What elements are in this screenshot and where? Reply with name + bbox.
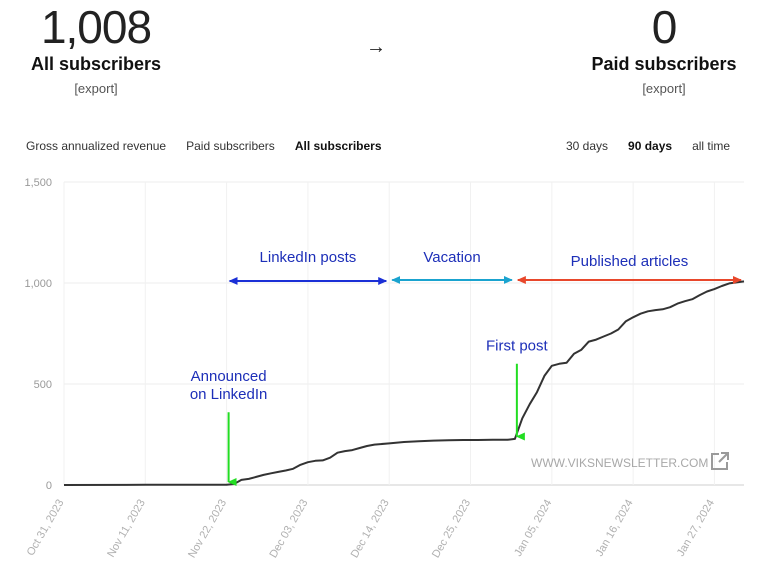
external-link-icon[interactable] — [711, 452, 729, 470]
tab-90-days[interactable]: 90 days — [628, 139, 673, 153]
subscribers-chart: 0 500 1,000 1,500 Oct 31, 2023 Nov 11, 2023 N… — [24, 177, 745, 561]
y-tick-label: 1,500 — [24, 177, 52, 189]
series-line-all-subscribers — [63, 280, 745, 486]
x-tick-label: Dec 14, 2023 — [349, 498, 392, 561]
range-label: Published articles — [571, 253, 689, 270]
tab-all-subscribers[interactable]: All subscribers — [294, 139, 382, 153]
y-axis: 0 500 1,000 1,500 — [24, 177, 52, 492]
callout-label: First post — [486, 338, 549, 355]
all-subscribers-count: 1,008 — [40, 1, 152, 53]
x-tick-label: Dec 25, 2023 — [430, 498, 473, 561]
x-tick-label: Jan 27, 2024 — [675, 498, 717, 559]
metric-tabs: Gross annualized revenue Paid subscriber… — [26, 139, 402, 153]
range-tabs: 30 days 90 days all time — [566, 139, 730, 153]
x-axis: Oct 31, 2023 Nov 11, 2023 Nov 22, 2023 Dec … — [25, 498, 717, 561]
export-paid-link[interactable]: [export] — [642, 81, 686, 96]
paid-subscribers-stat: 0 Paid subscribers [export] — [585, 4, 743, 96]
paid-subscribers-count: 0 — [651, 1, 678, 53]
tab-gross-annualized-revenue[interactable]: Gross annualized revenue — [26, 139, 167, 153]
chart-grid — [63, 181, 744, 486]
paid-subscribers-label: Paid subscribers — [591, 54, 737, 74]
arrow-right-icon: → — [366, 36, 386, 58]
callout-label: on LinkedIn — [190, 386, 268, 403]
all-subscribers-stat: 1,008 All subscribers [export] — [20, 4, 172, 96]
x-tick-label: Nov 11, 2023 — [105, 498, 148, 560]
range-label: LinkedIn posts — [260, 249, 357, 266]
y-tick-label: 0 — [46, 480, 52, 492]
watermark: WWW.VIKSNEWSLETTER.COM — [531, 452, 729, 470]
x-tick-label: Jan 16, 2024 — [594, 498, 636, 559]
export-all-link[interactable]: [export] — [74, 81, 118, 96]
range-label: Vacation — [423, 249, 480, 266]
y-tick-label: 500 — [34, 379, 52, 391]
x-tick-label: Jan 05, 2024 — [512, 498, 554, 559]
watermark-text: WWW.VIKSNEWSLETTER.COM — [531, 456, 708, 470]
tab-30-days[interactable]: 30 days — [566, 139, 609, 153]
x-tick-label: Nov 22, 2023 — [186, 498, 229, 561]
callout-label: Announced — [191, 368, 267, 385]
tab-all-time[interactable]: all time — [692, 139, 731, 153]
y-tick-label: 1,000 — [24, 278, 52, 290]
x-tick-label: Oct 31, 2023 — [25, 498, 67, 559]
all-subscribers-label: All subscribers — [30, 54, 162, 74]
chart-annotations: LinkedIn posts Vacation Published articles… — [190, 249, 742, 486]
tab-paid-subscribers[interactable]: Paid subscribers — [186, 139, 275, 153]
x-tick-label: Dec 03, 2023 — [267, 498, 310, 561]
